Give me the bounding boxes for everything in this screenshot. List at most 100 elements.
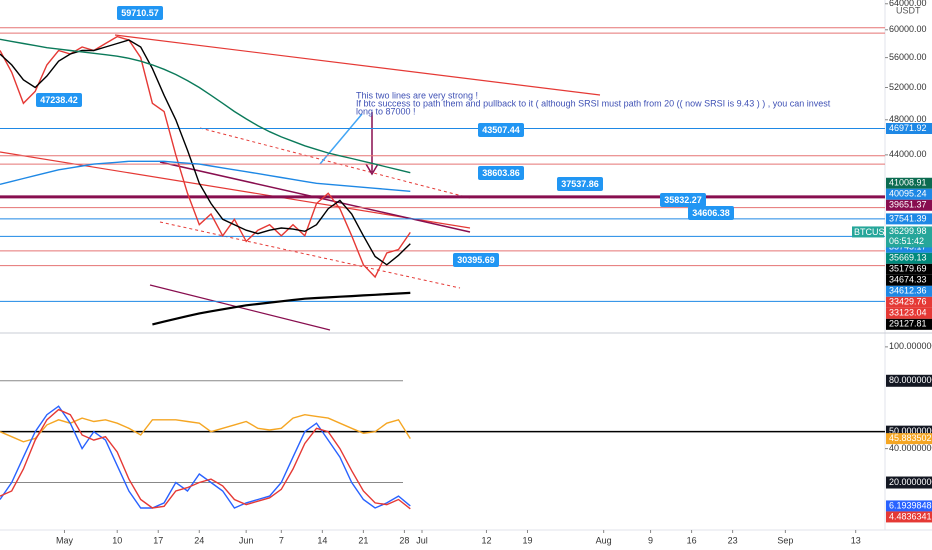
- x-tick-label: Aug: [596, 535, 612, 545]
- callout-label: 30395.69: [457, 255, 495, 265]
- price-tag: [886, 188, 932, 200]
- price-tag: [886, 252, 932, 264]
- price-tag: [886, 274, 932, 286]
- trend-line: [149, 284, 331, 331]
- x-tick-label: May: [56, 535, 74, 545]
- callout-box: [478, 166, 524, 180]
- price-tag-label: 34612.36: [889, 286, 927, 296]
- price-tag-label: 4.48363412: [889, 511, 932, 521]
- price-tag: [886, 511, 932, 523]
- price-tag-label: 39651.37: [889, 200, 927, 210]
- tick-box: [886, 374, 932, 387]
- price-tag-label: 29127.81: [889, 319, 927, 329]
- countdown-label: 06:51:42: [889, 236, 924, 246]
- series-line: [152, 291, 411, 326]
- price-tag-label: 35179.69: [889, 264, 927, 274]
- symbol-box: [852, 226, 884, 238]
- y-tick-label: 40.00000000: [889, 443, 932, 453]
- trend-line: [0, 151, 471, 229]
- price-tag-label: 6.19398489: [889, 500, 932, 510]
- x-tick-label: 23: [728, 535, 738, 545]
- callout-box: [453, 253, 499, 267]
- trend-line: [199, 127, 471, 199]
- price-tag-label: 40095.24: [889, 189, 927, 199]
- y-tick-label: 44000.00: [889, 149, 927, 159]
- y-tick-label: 64000.00: [889, 0, 927, 8]
- price-tag: [886, 285, 932, 297]
- y-tick-label: 20.00000000: [889, 477, 932, 487]
- trend-line: [114, 34, 601, 96]
- x-tick-label: 13: [851, 535, 861, 545]
- price-tag-label: 37541.39: [889, 213, 927, 223]
- series-line: [0, 413, 411, 443]
- y-tick-label: 56000.00: [889, 52, 927, 62]
- callout-box: [36, 93, 82, 107]
- note: This two lines are very strong !: [356, 90, 478, 100]
- arrow-head: [365, 163, 379, 176]
- x-tick-label: 14: [317, 535, 327, 545]
- callout-label: 59710.57: [121, 8, 159, 18]
- tick-box: [886, 476, 932, 489]
- callout-box: [660, 193, 706, 207]
- last-price-label: 36299.98: [889, 226, 927, 236]
- x-tick-label: 7: [279, 535, 284, 545]
- callout-label: 35832.27: [664, 195, 702, 205]
- price-tag-label: 46971.92: [889, 123, 927, 133]
- x-tick-label: 24: [194, 535, 204, 545]
- x-tick-label: Jul: [416, 535, 428, 545]
- currency: USDT: [896, 5, 921, 15]
- price-tag-label: 35669.13: [889, 253, 927, 263]
- callout-label: 47238.42: [40, 95, 78, 105]
- y-tick-label: 60000.00: [889, 24, 927, 34]
- symbol-label: BTCUSDT: [854, 227, 897, 237]
- y-tick-label: 52000.00: [889, 82, 927, 92]
- y-tick-label: 50.00000000: [889, 426, 932, 436]
- x-tick-label: Sep: [777, 535, 793, 545]
- last-price-tag: [886, 226, 932, 248]
- callout-label: 37537.86: [561, 179, 599, 189]
- price-tag: [886, 177, 932, 189]
- price-tag-label: 41008.91: [889, 178, 927, 188]
- price-tag: [886, 213, 932, 225]
- price-tag-label: 34674.33: [889, 275, 927, 285]
- callout-label: 43507.44: [482, 125, 520, 135]
- price-tag: [886, 500, 932, 512]
- y-tick-label: 48000.00: [889, 114, 927, 124]
- price-tag: [886, 307, 932, 319]
- price-tag: [886, 318, 932, 330]
- x-tick-label: Jun: [239, 535, 254, 545]
- price-tag: [886, 433, 932, 445]
- x-tick-label: 28: [399, 535, 409, 545]
- series-line: [0, 38, 411, 174]
- note: long to 87000 !: [356, 106, 416, 116]
- series-line: [0, 405, 411, 509]
- callout-box: [478, 123, 524, 137]
- callout-label: 34606.38: [692, 208, 730, 218]
- x-tick-label: 21: [358, 535, 368, 545]
- x-tick-label: 16: [687, 535, 697, 545]
- x-tick-label: 12: [481, 535, 491, 545]
- price-tag-label: 45.88350260: [889, 433, 932, 443]
- callout-box: [557, 177, 603, 191]
- series-line: [0, 160, 411, 192]
- y-tick-label: 80.00000000: [889, 375, 932, 385]
- price-tag: [886, 123, 932, 135]
- x-tick-label: 19: [522, 535, 532, 545]
- price-tag-label: 33429.76: [889, 297, 927, 307]
- x-tick-label: 10: [112, 535, 122, 545]
- callout-label: 38603.86: [482, 168, 520, 178]
- x-tick-label: 9: [648, 535, 653, 545]
- series-line: [0, 39, 411, 266]
- x-tick-label: 17: [153, 535, 163, 545]
- callout-box: [117, 6, 163, 20]
- note: If btc success to path them and pullback…: [356, 98, 831, 108]
- callout-box: [688, 206, 734, 220]
- series-line: [0, 408, 411, 510]
- price-tag: [886, 199, 932, 211]
- price-tag: [886, 263, 932, 275]
- price-tag-label: 33123.04: [889, 308, 927, 318]
- price-tag: [886, 296, 932, 308]
